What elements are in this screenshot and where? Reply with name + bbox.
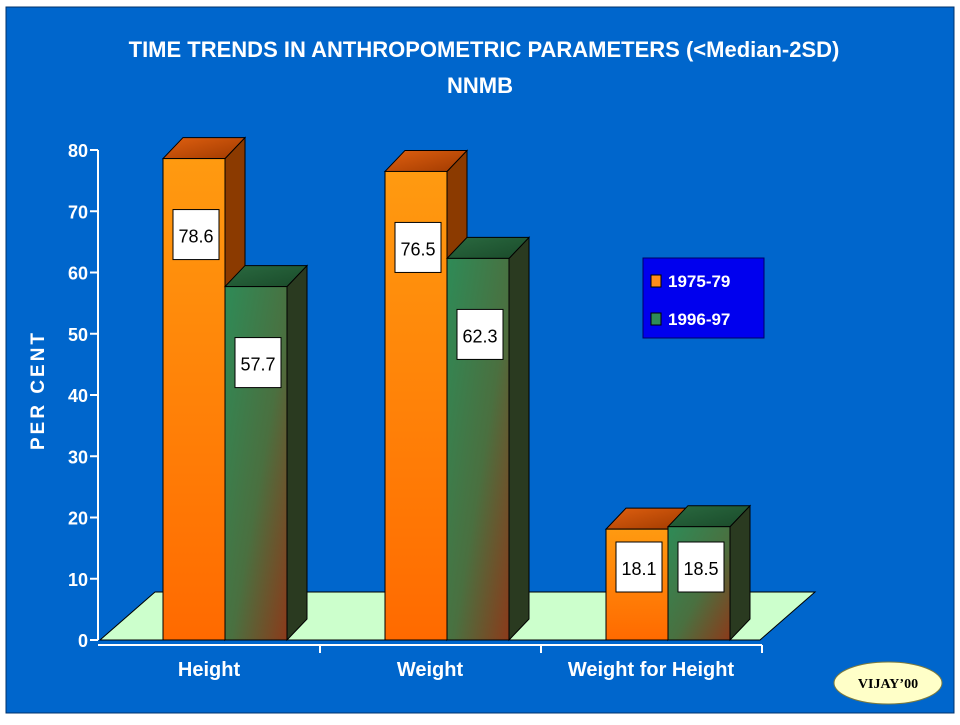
data-label-text: 78.6: [178, 227, 213, 247]
bars-group: [161, 136, 752, 642]
bar-height-1996-97: [223, 264, 309, 642]
legend: 1975-79 1996-97: [642, 257, 765, 339]
y-tick-label: 20: [68, 509, 88, 529]
data-label-weight-for-height-1975-79: 18.1: [615, 541, 663, 593]
data-label-height-1996-97: 57.7: [234, 337, 282, 389]
bar-weight-1996-97: [445, 236, 531, 642]
data-label-box: [394, 221, 442, 273]
data-label-box: [677, 541, 725, 593]
data-label-box: [172, 209, 220, 261]
data-labels-group: 78.6 57.7 76.5 62.3 18.1 18.5: [172, 209, 725, 593]
x-axis: Height Weight Weight for Height: [98, 644, 763, 681]
y-axis: 0 10 20 30 40 50 60 70 80: [68, 141, 99, 651]
y-tick-label: 10: [68, 570, 88, 590]
data-label-text: 18.1: [621, 559, 656, 579]
data-label-text: 57.7: [240, 355, 275, 375]
data-label-box: [456, 308, 504, 360]
data-label-box: [234, 337, 282, 389]
y-tick-label: 30: [68, 447, 88, 467]
x-tick-label-height: Height: [178, 659, 241, 681]
y-tick-label: 60: [68, 264, 88, 284]
y-tick-label: 40: [68, 386, 88, 406]
data-label-text: 18.5: [683, 559, 718, 579]
bar-side: [729, 504, 751, 642]
watermark-text: VIJAY’00: [858, 677, 918, 692]
x-tick-label-weight: Weight: [397, 659, 464, 681]
y-tick-label: 80: [68, 141, 88, 161]
data-label-text: 62.3: [462, 326, 497, 346]
data-label-text: 76.5: [400, 239, 435, 259]
data-label-weight-1996-97: 62.3: [456, 308, 504, 360]
data-label-weight-for-height-1996-97: 18.5: [677, 541, 725, 593]
watermark-badge: [833, 661, 943, 705]
y-tick-label: 0: [78, 631, 88, 651]
legend-swatch-1975-79: [650, 274, 662, 288]
x-tick-label-weight-for-height: Weight for Height: [568, 659, 735, 681]
y-axis-label: PER CENT: [28, 330, 49, 450]
data-label-box: [615, 541, 663, 593]
legend-label-1975-79: 1975-79: [668, 272, 730, 291]
chart-subtitle: NNMB: [447, 73, 513, 98]
bar-side: [286, 264, 308, 642]
chart-title: TIME TRENDS IN ANTHROPOMETRIC PARAMETERS…: [129, 37, 840, 62]
legend-box: [642, 257, 765, 339]
y-tick-label: 50: [68, 325, 88, 345]
data-label-height-1975-79: 78.6: [172, 209, 220, 261]
data-label-weight-1975-79: 76.5: [394, 221, 442, 273]
legend-swatch-1996-97: [650, 312, 662, 326]
bar-side: [508, 236, 530, 642]
y-tick-label: 70: [68, 202, 88, 222]
legend-label-1996-97: 1996-97: [668, 310, 730, 329]
